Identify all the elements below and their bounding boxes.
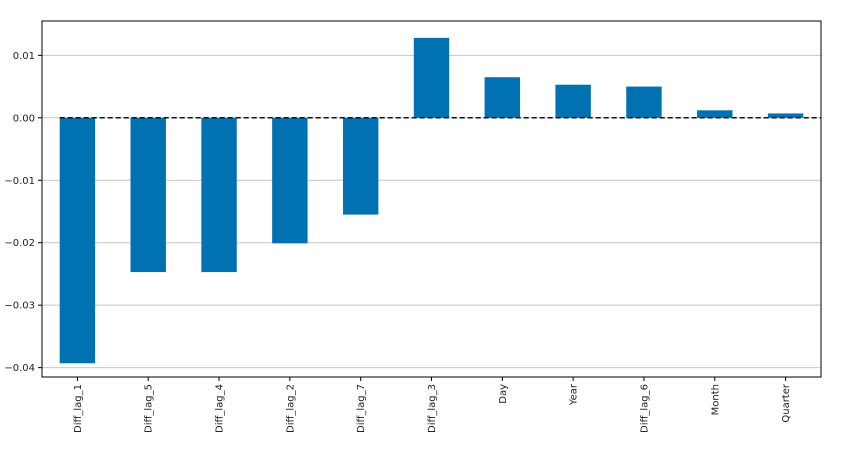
- bar-Diff_lag_1: [59, 117, 96, 364]
- bar-Diff_lag_6: [626, 86, 662, 118]
- bar-series: [59, 37, 804, 364]
- y-tick-label: −0.01: [4, 176, 35, 187]
- bar-Diff_lag_3: [413, 37, 450, 118]
- y-axis-ticks: 0.01 0.00 −0.01 −0.02 −0.03 −0.04: [4, 51, 42, 374]
- bar-Day: [484, 77, 521, 118]
- bar-Diff_lag_7: [342, 117, 379, 215]
- y-tick-label: −0.04: [4, 363, 35, 374]
- x-tick-label: Diff_lag_6: [639, 384, 650, 433]
- x-tick-label: Diff_lag_2: [285, 384, 296, 433]
- x-tick-label: Quarter: [781, 383, 792, 423]
- bar-Year: [555, 84, 591, 118]
- bar-Diff_lag_4: [201, 117, 237, 273]
- bar-Diff_lag_2: [272, 117, 308, 244]
- y-tick-label: −0.02: [4, 238, 35, 249]
- y-tick-label: 0.00: [13, 113, 35, 124]
- bar-Month: [697, 110, 733, 118]
- bar-Diff_lag_5: [130, 117, 166, 273]
- x-tick-label: Diff_lag_1: [73, 384, 84, 433]
- x-tick-label: Year: [569, 383, 580, 406]
- x-tick-label: Day: [498, 384, 509, 404]
- y-tick-label: 0.01: [13, 51, 35, 62]
- x-tick-label: Diff_lag_5: [144, 384, 155, 433]
- bar-Quarter: [767, 113, 804, 118]
- x-tick-label: Diff_lag_3: [427, 384, 438, 433]
- x-tick-label: Month: [710, 384, 721, 415]
- x-axis-ticks: Diff_lag_1 Diff_lag_5 Diff_lag_4 Diff_lag_2…: [73, 377, 792, 433]
- y-tick-label: −0.03: [4, 301, 35, 312]
- x-tick-label: Diff_lag_4: [215, 384, 226, 433]
- x-tick-label: Diff_lag_7: [356, 384, 367, 433]
